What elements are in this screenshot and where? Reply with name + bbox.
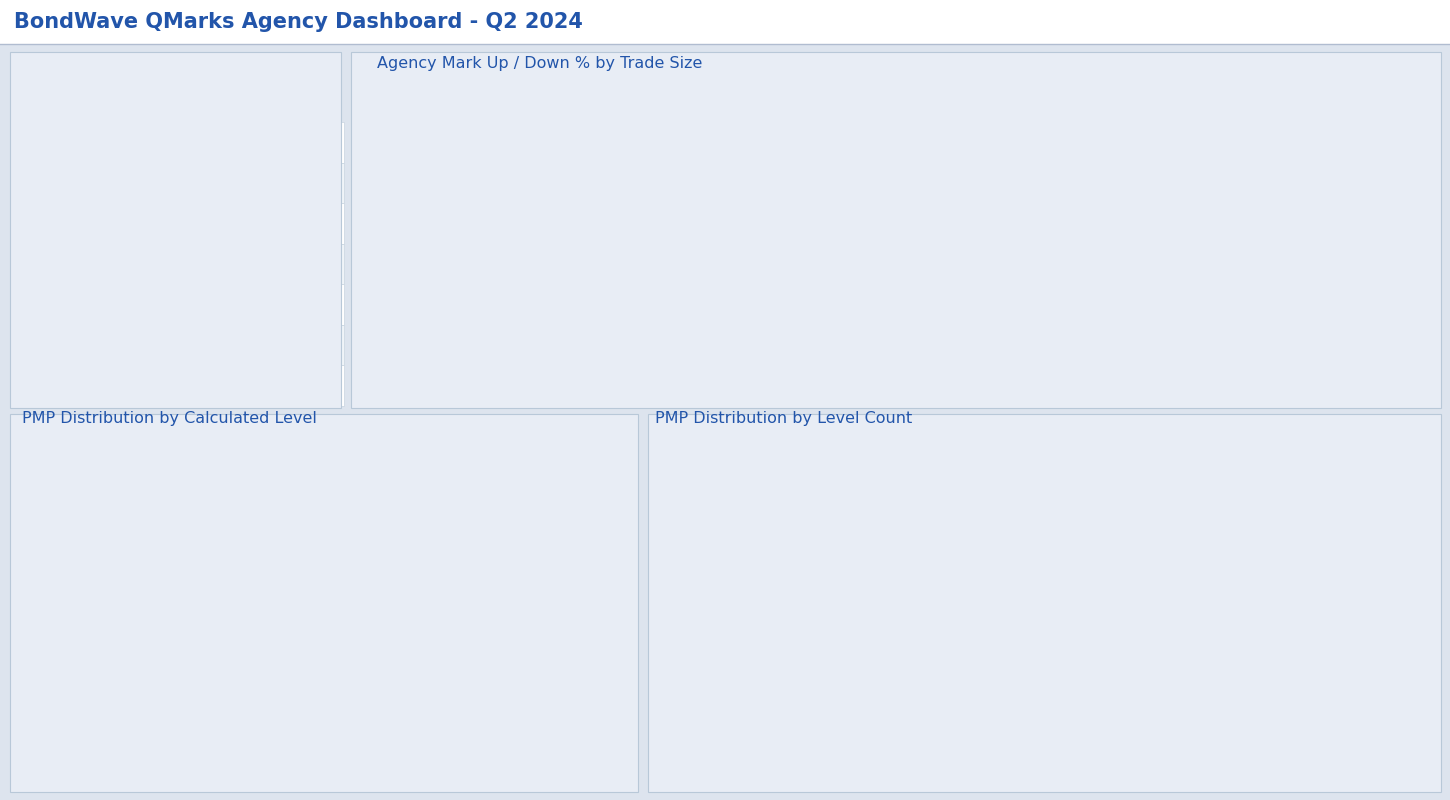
Text: (Current Quarter / % Change from Prior Quarter): (Current Quarter / % Change from Prior Q… <box>28 94 299 104</box>
Text: BondWave QMarks Agency Dashboard - Q2 2024: BondWave QMarks Agency Dashboard - Q2 20… <box>14 12 583 32</box>
Bar <box>94 466 133 728</box>
Text: Average # of Levels
5.4: Average # of Levels 5.4 <box>764 553 889 581</box>
Text: Average Mark Up %: Average Mark Up % <box>28 259 138 269</box>
Text: 21.82% of trades had PMP data at
5 Levels of the PMP Waterfall: 21.82% of trades had PMP data at 5 Level… <box>993 442 1195 470</box>
Bar <box>1334 582 1389 728</box>
Bar <box>154 578 191 728</box>
Bar <box>22 325 344 366</box>
Bar <box>1250 524 1305 728</box>
Bar <box>22 203 344 244</box>
Bar <box>22 122 344 163</box>
Bar <box>22 244 344 284</box>
Bar <box>22 244 233 284</box>
Bar <box>389 614 426 728</box>
Text: PMP Distribution by Calculated Level: PMP Distribution by Calculated Level <box>22 410 316 426</box>
Bar <box>22 163 344 203</box>
Bar <box>829 675 884 728</box>
Bar <box>1082 473 1137 728</box>
Text: Customer Trades with a PMP: Customer Trades with a PMP <box>28 138 186 148</box>
Text: Average Bid/Ask Spread (Yield): Average Bid/Ask Spread (Yield) <box>28 381 200 390</box>
Bar <box>22 122 233 163</box>
Bar <box>745 714 800 728</box>
Text: Average Mark Down %: Average Mark Down % <box>28 299 154 310</box>
Text: Average Bid/Ask Spread (Price): Average Bid/Ask Spread (Price) <box>28 340 202 350</box>
Text: Average Price: Average Price <box>28 218 104 229</box>
Text: 0.13%: 0.13% <box>245 299 280 310</box>
Text: -6.1%: -6.1% <box>309 138 341 148</box>
Bar <box>447 646 486 728</box>
Bar <box>22 284 344 325</box>
Text: 99.570: 99.570 <box>241 218 280 229</box>
Text: -6.2%: -6.2% <box>309 178 341 188</box>
Text: 0.15%: 0.15% <box>245 259 280 269</box>
Text: Trade Overview: Trade Overview <box>28 62 199 82</box>
Bar <box>914 632 969 728</box>
Bar <box>564 484 603 728</box>
Bar <box>506 559 544 728</box>
Bar <box>212 502 251 728</box>
Bar <box>998 512 1053 728</box>
Bar <box>22 284 233 325</box>
Text: 205,212: 205,212 <box>235 138 280 148</box>
Text: $3,520,758,994: $3,520,758,994 <box>191 178 280 188</box>
Bar <box>329 497 368 728</box>
Text: 0.135: 0.135 <box>248 381 280 390</box>
Bar <box>22 203 233 244</box>
Legend: Mark Up (% Price), Mark Down (% Price): Mark Up (% Price), Mark Down (% Price) <box>1228 206 1393 246</box>
Text: 0.349: 0.349 <box>248 340 280 350</box>
Bar <box>22 366 233 406</box>
Text: Agency Mark Up / Down % by Trade Size: Agency Mark Up / Down % by Trade Size <box>377 56 702 71</box>
Text: For each trade BondWave calculates a
PMP at every level of the waterfall.

This : For each trade BondWave calculates a PMP… <box>293 445 512 525</box>
Text: Total Par Traded: Total Par Traded <box>28 178 116 188</box>
Bar <box>22 163 233 203</box>
Bar <box>22 325 233 366</box>
Text: PMP Distribution by Level Count: PMP Distribution by Level Count <box>655 410 912 426</box>
Bar <box>22 366 344 406</box>
Bar <box>1166 543 1221 728</box>
Bar <box>271 542 309 728</box>
